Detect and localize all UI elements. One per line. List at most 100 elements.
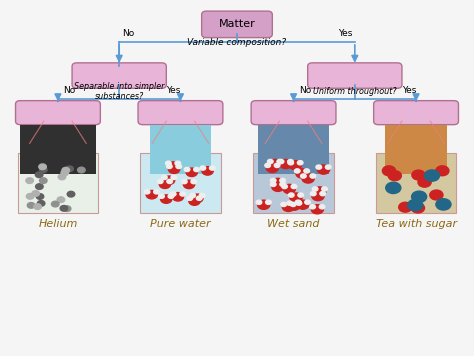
Circle shape (256, 200, 262, 204)
Circle shape (189, 197, 200, 205)
FancyBboxPatch shape (251, 101, 336, 125)
Circle shape (412, 170, 425, 180)
Text: Separable into simpler
substances?: Separable into simpler substances? (74, 82, 164, 101)
Circle shape (288, 161, 293, 165)
Circle shape (290, 193, 302, 202)
FancyBboxPatch shape (138, 101, 223, 125)
Text: Yes: Yes (402, 86, 416, 95)
Circle shape (430, 190, 443, 200)
Circle shape (168, 194, 174, 198)
Circle shape (39, 164, 46, 169)
Circle shape (165, 161, 171, 166)
Circle shape (325, 165, 331, 169)
Circle shape (320, 192, 326, 196)
Circle shape (168, 165, 180, 173)
Circle shape (280, 178, 285, 183)
Circle shape (311, 205, 323, 214)
Text: Yes: Yes (166, 86, 181, 95)
Circle shape (67, 191, 75, 197)
FancyBboxPatch shape (20, 125, 96, 174)
Circle shape (425, 170, 439, 181)
Circle shape (34, 204, 41, 209)
Circle shape (295, 200, 301, 204)
Circle shape (411, 191, 427, 203)
Circle shape (171, 175, 177, 179)
Text: Variable composition?: Variable composition? (187, 37, 287, 47)
Circle shape (411, 203, 425, 213)
Text: Yes: Yes (338, 30, 353, 38)
Circle shape (399, 202, 412, 212)
Circle shape (283, 202, 294, 211)
Circle shape (270, 178, 276, 183)
Circle shape (296, 169, 308, 178)
Circle shape (278, 159, 284, 164)
Circle shape (304, 169, 310, 173)
Circle shape (162, 175, 167, 179)
Circle shape (418, 177, 431, 187)
Circle shape (39, 167, 47, 173)
Circle shape (159, 194, 164, 198)
Circle shape (266, 163, 278, 172)
Text: Wet sand: Wet sand (267, 219, 320, 229)
Circle shape (52, 201, 59, 207)
Circle shape (270, 182, 276, 187)
Circle shape (288, 159, 293, 164)
FancyBboxPatch shape (140, 153, 220, 213)
Circle shape (296, 201, 302, 205)
Circle shape (36, 172, 43, 178)
Circle shape (175, 161, 181, 166)
Circle shape (36, 184, 43, 189)
Circle shape (180, 192, 185, 196)
Circle shape (190, 193, 195, 198)
Circle shape (186, 168, 197, 177)
Circle shape (388, 171, 401, 180)
FancyBboxPatch shape (72, 63, 166, 88)
FancyBboxPatch shape (385, 125, 447, 174)
Circle shape (290, 202, 296, 206)
Circle shape (157, 179, 163, 184)
Circle shape (267, 159, 273, 164)
Circle shape (310, 205, 316, 209)
FancyBboxPatch shape (201, 11, 273, 38)
Circle shape (164, 176, 175, 184)
Circle shape (272, 182, 284, 192)
Circle shape (272, 178, 284, 188)
Circle shape (61, 170, 69, 176)
Circle shape (196, 196, 202, 200)
Text: Matter: Matter (219, 19, 255, 29)
Circle shape (280, 159, 292, 169)
Circle shape (277, 159, 283, 164)
Circle shape (257, 200, 270, 209)
Circle shape (66, 166, 73, 172)
FancyBboxPatch shape (150, 125, 211, 174)
Circle shape (58, 174, 66, 180)
Circle shape (383, 166, 396, 176)
Circle shape (32, 191, 39, 196)
Circle shape (297, 161, 303, 165)
Circle shape (312, 187, 318, 191)
Circle shape (39, 178, 47, 183)
Text: No: No (64, 86, 76, 95)
Circle shape (281, 202, 286, 206)
Circle shape (183, 180, 195, 189)
Circle shape (200, 166, 206, 170)
Text: Uniform throughout?: Uniform throughout? (313, 87, 397, 96)
Circle shape (282, 184, 287, 189)
Circle shape (274, 163, 280, 168)
FancyBboxPatch shape (254, 153, 334, 213)
Circle shape (318, 165, 329, 174)
Circle shape (322, 187, 328, 191)
Circle shape (301, 174, 306, 178)
Circle shape (146, 190, 157, 199)
Text: Pure water: Pure water (150, 219, 211, 229)
Circle shape (194, 167, 199, 172)
Circle shape (283, 184, 295, 194)
Circle shape (305, 200, 310, 204)
Circle shape (291, 184, 297, 189)
Circle shape (144, 190, 150, 194)
Circle shape (159, 180, 171, 188)
FancyBboxPatch shape (376, 153, 456, 213)
Circle shape (289, 193, 294, 197)
Circle shape (386, 182, 401, 194)
Circle shape (310, 192, 316, 196)
